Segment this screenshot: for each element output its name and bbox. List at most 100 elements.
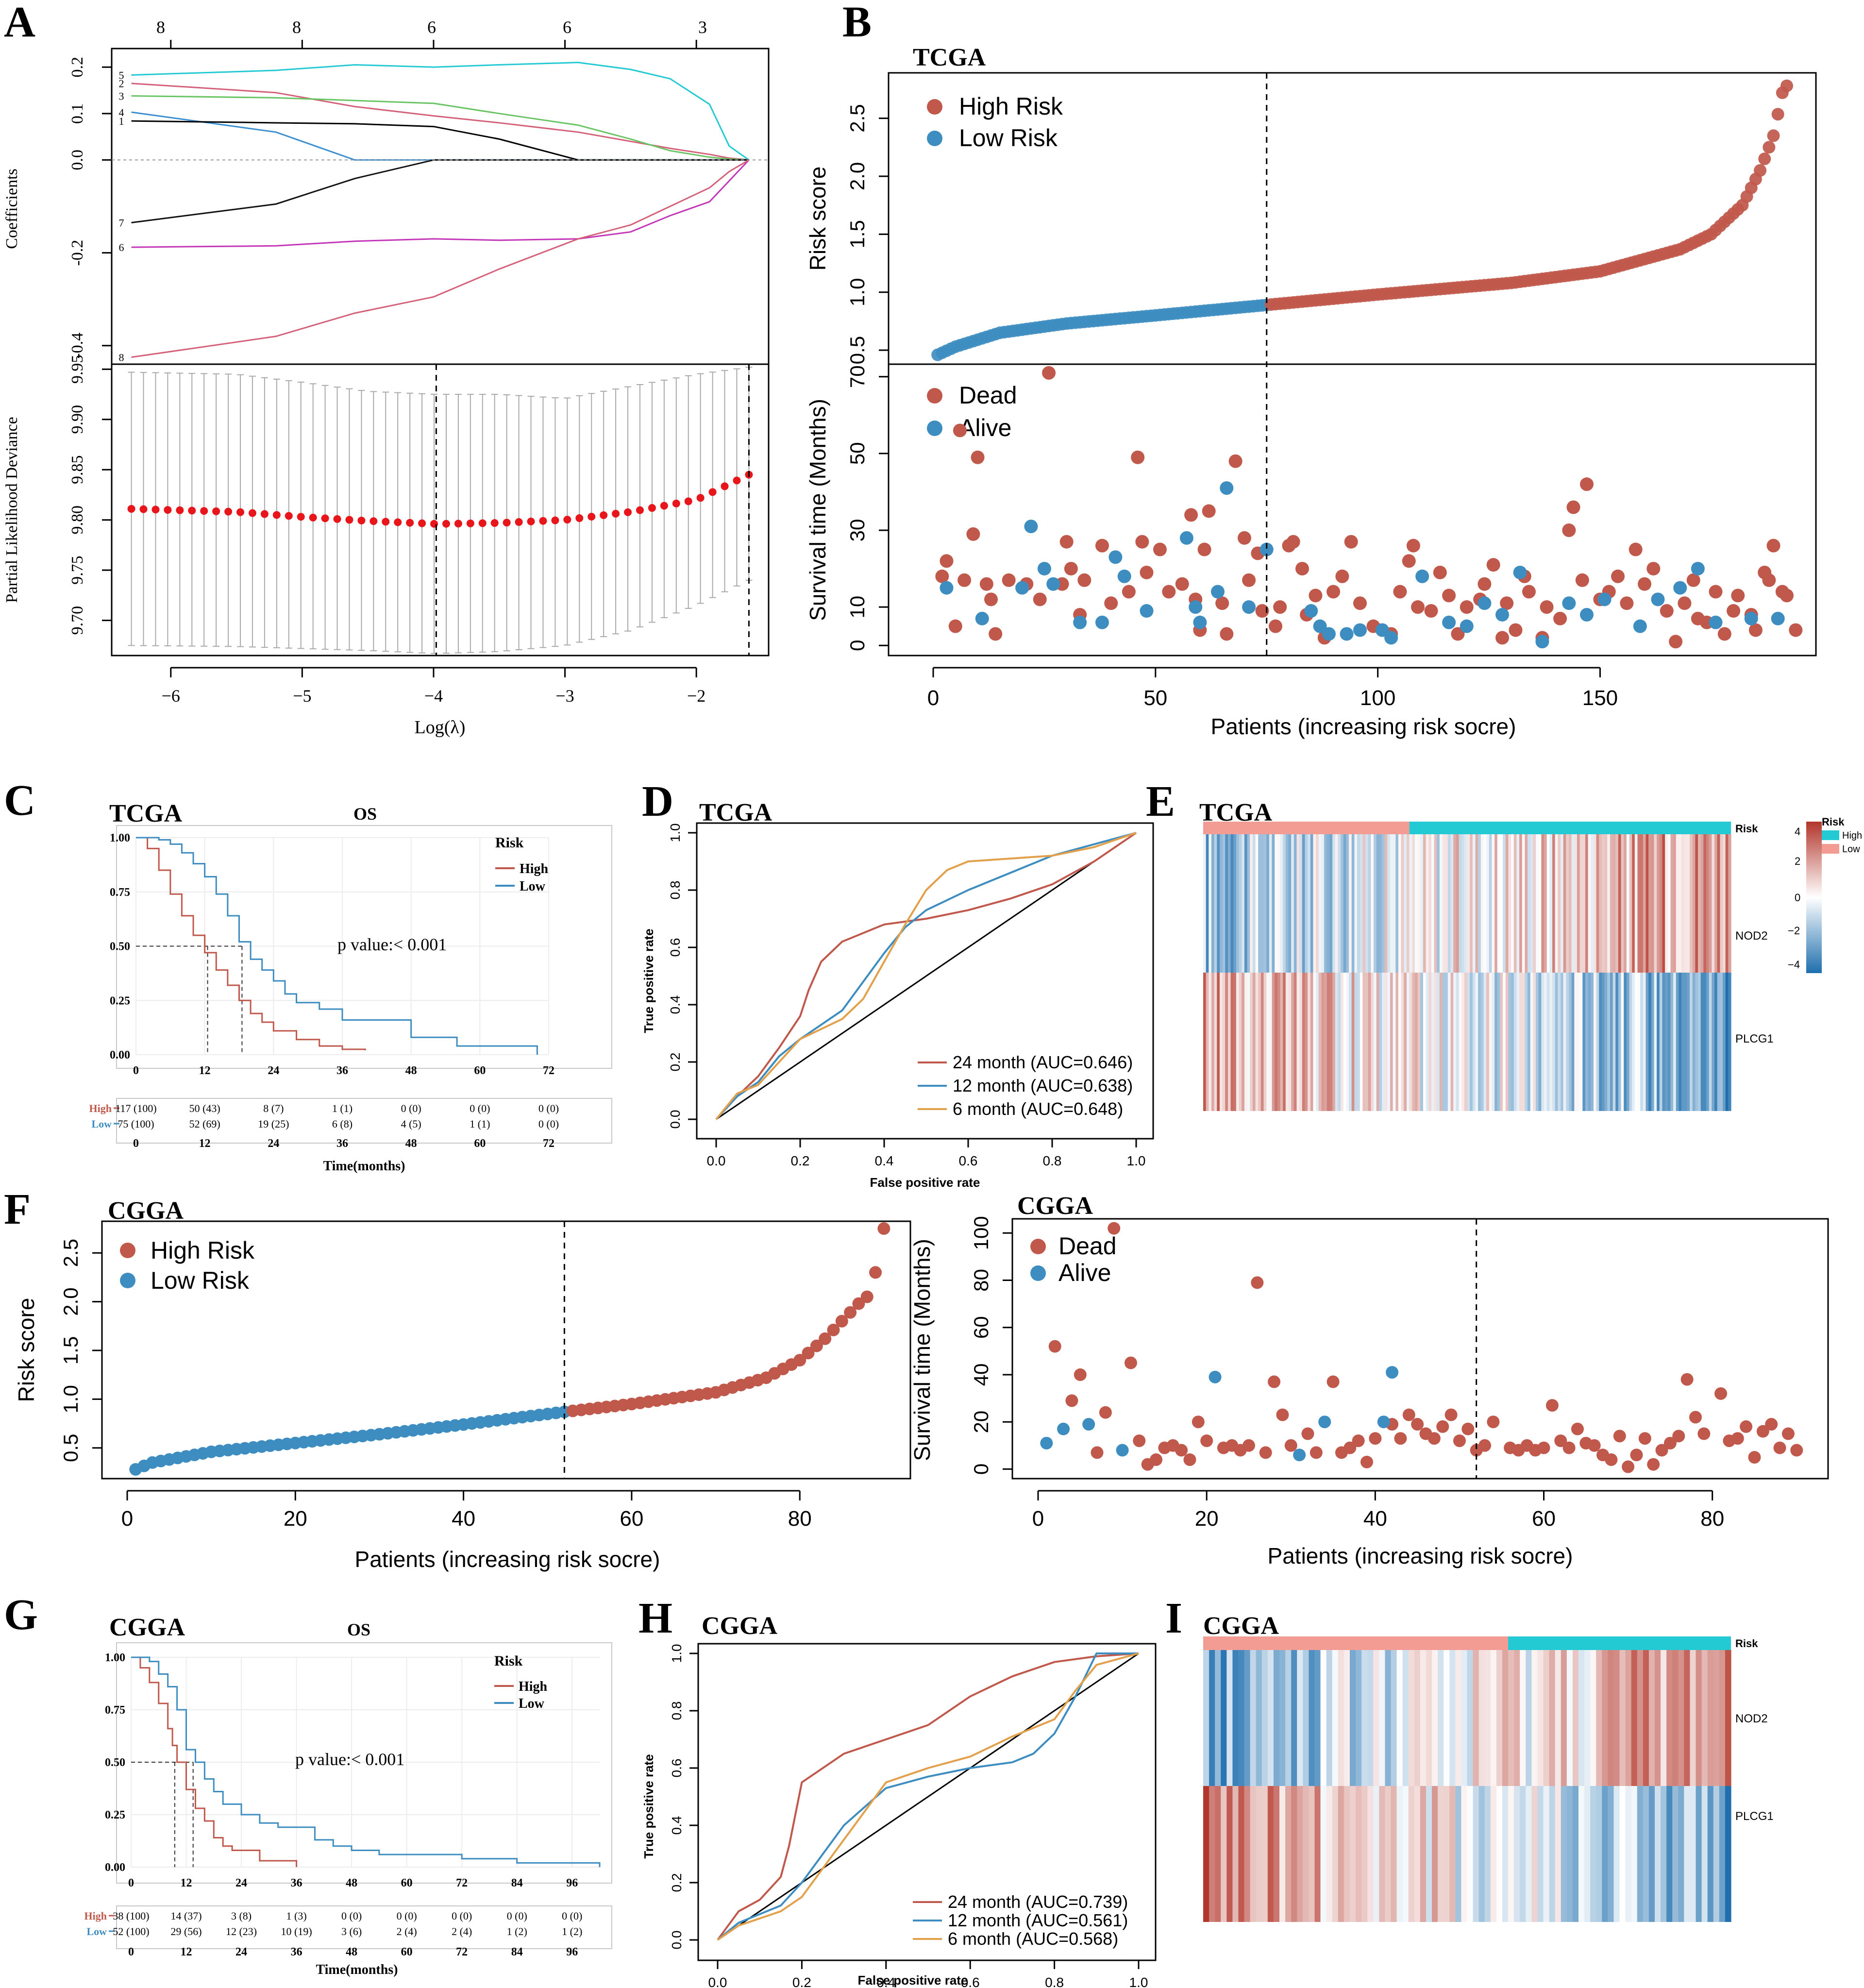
f-axes: 0.5 1.0 1.5 2.0 2.5 0 20 40 60 80 0 20 40 60 80 100 0 20 4… <box>59 1216 1724 1531</box>
heat-cell-plcg1 <box>1338 973 1341 1111</box>
heat-cell-nod2 <box>1396 1650 1403 1786</box>
heat-cell-nod2 <box>1361 1650 1368 1786</box>
heat-cell-plcg1 <box>1297 1786 1303 1922</box>
f-survival-point-dead <box>1647 1458 1660 1471</box>
heat-cell-plcg1 <box>1612 973 1616 1111</box>
legend-high-risk: High Risk <box>959 93 1063 120</box>
heat-cell-nod2 <box>1467 1650 1474 1786</box>
risk-table-cell: 1 (2) <box>507 1925 527 1937</box>
heat-cell-plcg1 <box>1665 973 1668 1111</box>
heat-cell-nod2 <box>1725 834 1729 973</box>
h-legend-12: 12 month (AUC=0.561) <box>948 1910 1128 1930</box>
heat-cell-nod2 <box>1579 834 1583 973</box>
km-y-tick-label: 0.50 <box>110 941 130 953</box>
heat-cell-nod2 <box>1299 834 1303 973</box>
risk-table-group-label: High <box>84 1910 107 1922</box>
heat-cell-nod2 <box>1728 834 1731 973</box>
coef-paths: 523 41 7 6 8 <box>112 62 769 364</box>
heat-cell-plcg1 <box>1431 973 1435 1111</box>
heat-cell-nod2 <box>1470 834 1473 973</box>
heat-cell-nod2 <box>1267 1650 1274 1786</box>
heat-cell-nod2 <box>1203 1650 1209 1786</box>
e-row-nod2: NOD2 <box>1735 929 1768 943</box>
heat-cell-plcg1 <box>1450 973 1454 1111</box>
heat-cell-nod2 <box>1519 834 1523 973</box>
heat-cell-plcg1 <box>1572 1786 1579 1922</box>
survival-point-dead <box>1509 623 1523 637</box>
heat-cell-nod2 <box>1215 1650 1221 1786</box>
survival-point-dead <box>1255 604 1269 618</box>
heat-cell-nod2 <box>1404 834 1407 973</box>
heat-cell-plcg1 <box>1279 1786 1286 1922</box>
f-survival-point-dead <box>1091 1446 1104 1459</box>
heat-cell-plcg1 <box>1520 1786 1526 1922</box>
risk-table-cell: 75 (100) <box>118 1118 154 1130</box>
heat-cell-plcg1 <box>1624 973 1627 1111</box>
f-status-legend: Dead Alive <box>1030 1232 1117 1286</box>
f-left-x-tick-label: 20 <box>284 1507 307 1531</box>
survival-point-dead <box>1220 627 1234 641</box>
heat-cell-plcg1 <box>1244 973 1248 1111</box>
heat-cell-plcg1 <box>1666 1786 1673 1922</box>
e-legend-low-swatch <box>1822 844 1839 854</box>
risk-annotation-bar <box>1203 1636 1509 1650</box>
heat-cell-nod2 <box>1625 1650 1632 1786</box>
heat-cell-plcg1 <box>1585 973 1589 1111</box>
heat-cell-plcg1 <box>1455 1786 1462 1922</box>
heat-cell-nod2 <box>1612 834 1616 973</box>
heat-cell-nod2 <box>1285 1650 1292 1786</box>
b-surv-ylabel: Survival time (Months) <box>805 399 830 621</box>
survival-point-alive <box>1579 607 1594 622</box>
heat-cell-nod2 <box>1478 1650 1485 1786</box>
km-y-tick-label: 1.00 <box>110 832 130 844</box>
a-cv-y-tick-label: 9.90 <box>68 405 86 434</box>
survival-point-dead <box>1135 535 1149 549</box>
heat-cell-plcg1 <box>1531 1786 1538 1922</box>
heat-cell-nod2 <box>1225 834 1228 973</box>
heat-cell-nod2 <box>1619 1650 1626 1786</box>
panel-h: H CGGA 0.0 0.0 0.2 0.2 0.4 0.4 0.6 0.6 0.8 0.8 1.0… <box>638 1594 1157 1988</box>
heat-cell-nod2 <box>1602 1650 1608 1786</box>
roc-x-tick-label: 1.0 <box>1127 1153 1146 1168</box>
heat-cell-plcg1 <box>1484 1786 1491 1922</box>
heat-cell-nod2 <box>1426 1650 1432 1786</box>
f-right-x-tick-label: 20 <box>1195 1507 1219 1531</box>
risk-table-x-tick: 60 <box>474 1137 486 1150</box>
f-survival-point-dead <box>1175 1444 1188 1457</box>
heat-cell-nod2 <box>1591 834 1594 973</box>
risk-table-x-tick: 60 <box>401 1946 413 1958</box>
heat-cell-nod2 <box>1260 834 1264 973</box>
heat-cell-plcg1 <box>1303 1786 1309 1922</box>
heat-cell-nod2 <box>1442 834 1445 973</box>
heat-cell-plcg1 <box>1217 973 1220 1111</box>
heat-cell-plcg1 <box>1578 1786 1585 1922</box>
survival-point-alive <box>1108 550 1123 564</box>
d-roc-curves: 0.0 0.0 0.2 0.2 0.4 0.4 0.6 0.6 0.8 0.8 1.0 1.0 <box>668 824 1145 1168</box>
cv-point <box>224 507 233 516</box>
e-risk-row-label: Risk <box>1735 823 1758 835</box>
heat-cell-plcg1 <box>1525 973 1528 1111</box>
heat-cell-nod2 <box>1291 834 1294 973</box>
heat-cell-plcg1 <box>1537 1786 1544 1922</box>
heat-cell-nod2 <box>1558 834 1561 973</box>
e-scale-tick-2: 2 <box>1795 855 1800 867</box>
heat-cell-nod2 <box>1700 834 1704 973</box>
c-legend-high: High <box>520 861 549 876</box>
survival-point-dead <box>1273 600 1287 614</box>
survival-point-dead <box>1153 542 1167 556</box>
heat-cell-nod2 <box>1582 834 1586 973</box>
heat-cell-plcg1 <box>1356 1786 1362 1922</box>
cv-ylabel: Partial Likelihood Deviance <box>3 417 21 603</box>
cv-point <box>248 509 256 517</box>
survival-point-alive <box>1495 607 1509 622</box>
f-risk-point <box>810 1339 823 1352</box>
panel-letter-d: D <box>642 777 673 826</box>
heat-cell-nod2 <box>1209 834 1212 973</box>
risk-table-cell: 14 (37) <box>170 1910 202 1922</box>
heat-cell-nod2 <box>1373 1650 1379 1786</box>
heat-cell-plcg1 <box>1593 973 1597 1111</box>
heat-cell-nod2 <box>1409 834 1412 973</box>
survival-point-dead <box>1295 562 1309 576</box>
coef-path-label: 6 <box>119 241 124 253</box>
heat-cell-nod2 <box>1486 834 1490 973</box>
